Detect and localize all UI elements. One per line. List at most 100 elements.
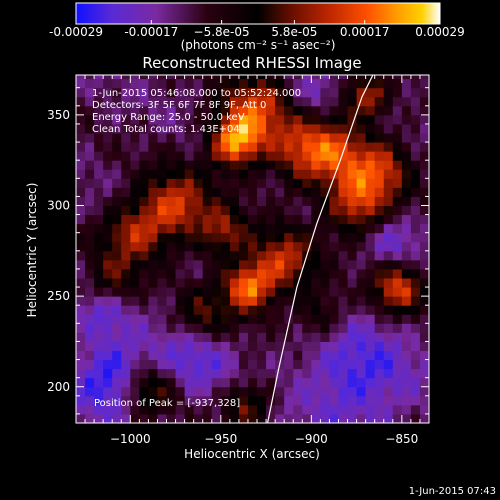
- heatmap-cell: [401, 205, 412, 216]
- heatmap-cell: [266, 323, 276, 333]
- heatmap-cell: [419, 169, 429, 179]
- heatmap-cell: [130, 87, 140, 98]
- heatmap-cell: [148, 305, 158, 315]
- heatmap-cell: [383, 214, 394, 225]
- heatmap-cell: [347, 114, 358, 125]
- heatmap-cell: [148, 395, 158, 406]
- heatmap-cell: [356, 259, 367, 270]
- heatmap-cell: [275, 223, 285, 234]
- heatmap-cell: [410, 151, 421, 161]
- heatmap-cell: [293, 341, 303, 351]
- heatmap-cell: [302, 87, 312, 98]
- heatmap-cell: [121, 377, 131, 388]
- heatmap-cell: [211, 368, 222, 379]
- heatmap-cell: [275, 75, 285, 80]
- heatmap-cell: [320, 268, 330, 279]
- heatmap-cell: [365, 232, 376, 243]
- heatmap-cell: [257, 278, 267, 288]
- heatmap-cell: [94, 123, 104, 134]
- heatmap-cell: [247, 241, 258, 252]
- heatmap-cell: [175, 205, 186, 216]
- heatmap-cell: [139, 359, 149, 370]
- heatmap-cell: [175, 404, 186, 415]
- heatmap-cell: [320, 332, 330, 342]
- heatmap-cell: [211, 160, 222, 170]
- heatmap-cell: [130, 232, 140, 243]
- heatmap-cell: [247, 123, 258, 134]
- heatmap-cell: [266, 413, 276, 423]
- heatmap-cell: [284, 178, 294, 188]
- heatmap-cell: [202, 305, 213, 315]
- annotation-peak-position: Position of Peak = [-937,328]: [94, 398, 240, 409]
- heatmap-cell: [121, 169, 131, 179]
- heatmap-cell: [157, 287, 168, 297]
- heatmap-cell: [247, 368, 258, 379]
- heatmap-cell: [338, 368, 349, 379]
- heatmap-cell: [383, 232, 394, 243]
- heatmap-cell: [302, 241, 312, 252]
- heatmap-cell: [347, 151, 358, 161]
- heatmap-cell: [238, 323, 249, 333]
- heatmap-cell: [266, 250, 276, 261]
- heatmap-cell: [347, 368, 358, 379]
- heatmap-cell: [392, 96, 403, 107]
- heatmap-cell: [302, 359, 312, 370]
- heatmap-cell: [76, 232, 86, 243]
- heatmap-cell: [211, 75, 222, 80]
- heatmap-cell: [302, 114, 312, 125]
- heatmap-cell: [229, 413, 240, 423]
- heatmap-cell: [320, 323, 330, 333]
- heatmap-cell: [293, 114, 303, 125]
- heatmap-cell: [238, 133, 249, 143]
- heatmap-cell: [311, 169, 321, 179]
- heatmap-cell: [175, 268, 186, 279]
- heatmap-cell: [148, 223, 158, 234]
- heatmap-cell: [410, 87, 421, 98]
- heatmap-cell: [275, 114, 285, 125]
- heatmap-cell: [302, 78, 312, 89]
- heatmap-cell: [157, 214, 168, 225]
- heatmap-cell: [257, 78, 267, 89]
- heatmap-cell: [175, 287, 186, 297]
- heatmap-cell: [293, 305, 303, 315]
- heatmap-cell: [356, 169, 367, 179]
- heatmap-cell: [166, 314, 177, 324]
- heatmap-cell: [410, 350, 421, 361]
- heatmap-cell: [347, 359, 358, 370]
- heatmap-cell: [148, 404, 158, 415]
- heatmap-cell: [103, 160, 113, 170]
- heatmap-cell: [175, 78, 186, 89]
- heatmap-cell: [112, 142, 122, 152]
- heatmap-cell: [238, 178, 249, 188]
- heatmap-cell: [76, 404, 86, 415]
- heatmap-cell: [103, 187, 113, 197]
- heatmap-cell: [121, 205, 131, 216]
- heatmap-cell: [365, 332, 376, 342]
- heatmap-cell: [347, 75, 358, 80]
- heatmap-cell: [202, 287, 213, 297]
- heatmap-cell: [238, 386, 249, 397]
- heatmap-cell: [374, 332, 385, 342]
- heatmap-cell: [238, 187, 249, 197]
- heatmap-cell: [257, 296, 267, 306]
- heatmap-cell: [311, 341, 321, 351]
- heatmap-cell: [157, 359, 168, 370]
- heatmap-cell: [112, 214, 122, 225]
- heatmap-cell: [257, 259, 267, 270]
- heatmap-cell: [392, 278, 403, 288]
- heatmap-cell: [211, 105, 222, 116]
- heatmap-cell: [184, 223, 195, 234]
- heatmap-cell: [121, 395, 131, 406]
- heatmap-cell: [238, 268, 249, 279]
- heatmap-cell: [320, 169, 330, 179]
- heatmap-cell: [148, 413, 158, 423]
- heatmap-cell: [329, 359, 339, 370]
- heatmap-cell: [130, 359, 140, 370]
- heatmap-cell: [419, 105, 429, 116]
- heatmap-cell: [202, 169, 213, 179]
- heatmap-cell: [139, 268, 149, 279]
- heatmap-cell: [392, 413, 403, 423]
- heatmap-cell: [329, 386, 339, 397]
- heatmap-cell: [410, 123, 421, 134]
- heatmap-cell: [383, 105, 394, 116]
